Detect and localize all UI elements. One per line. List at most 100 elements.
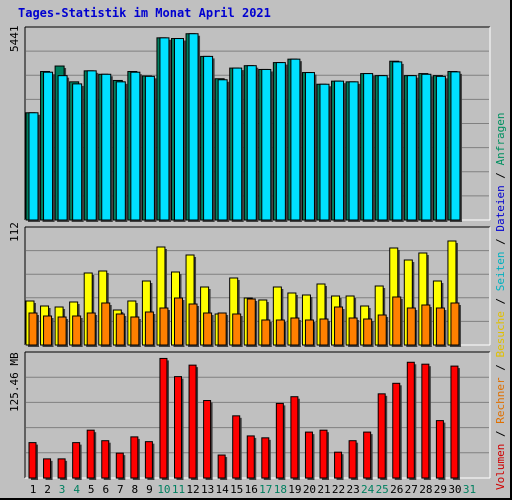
- day-label-7: 7: [117, 483, 124, 496]
- bar-seiten-9: [144, 311, 154, 346]
- bar-dateien-5: [86, 70, 97, 221]
- bar-dateien-26: [392, 61, 403, 221]
- bar-dateien-23: [348, 81, 359, 221]
- legend-item-2: Rechner: [494, 377, 507, 424]
- bar-dateien-28: [421, 73, 432, 221]
- bar-seiten-15: [232, 313, 242, 346]
- day-label-3: 3: [59, 483, 66, 496]
- day-label-26: 26: [390, 483, 403, 496]
- bar-dateien-18: [275, 62, 286, 221]
- bar-volumen-18: [275, 402, 284, 479]
- bar-dateien-30: [450, 71, 461, 221]
- bar-dateien-12: [188, 33, 199, 221]
- bar-volumen-21: [319, 429, 328, 479]
- day-label-16: 16: [245, 483, 258, 496]
- bar-seiten-8: [130, 316, 140, 346]
- legend-item-9: /: [494, 165, 507, 186]
- legend-item-0: Volumen: [494, 443, 507, 490]
- bar-dateien-9: [144, 75, 155, 221]
- bar-seiten-5: [86, 312, 96, 346]
- bar-dateien-29: [435, 75, 446, 221]
- bar-volumen-13: [203, 400, 212, 479]
- legend: Volumen / Rechner / Besuche / Seiten / D…: [494, 112, 507, 490]
- bar-volumen-20: [304, 431, 313, 479]
- bar-seiten-23: [348, 317, 358, 346]
- day-label-22: 22: [332, 483, 345, 496]
- legend-item-10: Anfragen: [494, 112, 507, 166]
- bar-dateien-15: [232, 67, 243, 221]
- bar-dateien-2: [43, 71, 54, 221]
- day-label-19: 19: [288, 483, 301, 496]
- legend-item-1: /: [494, 423, 507, 444]
- day-label-29: 29: [434, 483, 447, 496]
- bar-dateien-21: [319, 83, 330, 221]
- panel-top-scale-label: 5441: [8, 25, 21, 53]
- bar-seiten-18: [275, 319, 285, 346]
- day-label-30: 30: [448, 483, 461, 496]
- legend-item-8: Dateien: [494, 185, 507, 232]
- bar-volumen-12: [188, 364, 197, 479]
- bar-volumen-19: [290, 396, 299, 479]
- bar-seiten-1: [28, 312, 38, 346]
- bar-seiten-2: [43, 315, 53, 346]
- bar-dateien-10: [159, 37, 170, 221]
- bar-seiten-27: [406, 307, 416, 346]
- bar-volumen-29: [435, 420, 444, 479]
- bar-volumen-27: [406, 361, 415, 479]
- bar-seiten-7: [115, 313, 125, 346]
- bar-dateien-27: [406, 75, 417, 221]
- day-label-27: 27: [405, 483, 418, 496]
- day-label-11: 11: [172, 483, 185, 496]
- bar-volumen-30: [450, 365, 459, 479]
- bar-volumen-4: [72, 442, 81, 479]
- bar-seiten-30: [450, 302, 460, 346]
- bar-seiten-24: [363, 318, 373, 346]
- day-label-4: 4: [73, 483, 80, 496]
- bar-seiten-19: [290, 317, 300, 346]
- bar-seiten-10: [159, 307, 169, 346]
- panel-bottom-scale-label: 125.46 MB: [8, 352, 21, 412]
- bar-volumen-6: [101, 440, 110, 479]
- bar-dateien-8: [130, 71, 141, 221]
- bar-volumen-26: [392, 382, 401, 479]
- bar-dateien-16: [246, 65, 257, 221]
- bar-dateien-17: [261, 68, 272, 221]
- bar-seiten-21: [319, 318, 329, 346]
- bar-dateien-20: [304, 72, 315, 221]
- bar-volumen-2: [43, 458, 52, 479]
- bar-seiten-17: [261, 319, 271, 346]
- bar-seiten-25: [377, 314, 387, 346]
- day-label-20: 20: [303, 483, 316, 496]
- legend-item-5: /: [494, 291, 507, 312]
- bar-seiten-11: [174, 297, 183, 346]
- day-label-25: 25: [376, 483, 389, 496]
- bar-dateien-13: [203, 55, 214, 221]
- day-label-5: 5: [88, 483, 95, 496]
- day-label-9: 9: [146, 483, 153, 496]
- bar-volumen-8: [130, 436, 139, 479]
- bar-dateien-7: [115, 81, 126, 221]
- bar-volumen-9: [144, 441, 153, 479]
- chart-title: Tages-Statistik im Monat April 2021: [18, 6, 271, 20]
- legend-item-3: /: [494, 357, 507, 378]
- bar-dateien-24: [363, 73, 374, 221]
- bar-volumen-7: [115, 452, 124, 479]
- bar-volumen-23: [348, 440, 357, 479]
- bar-seiten-16: [246, 298, 256, 346]
- day-label-6: 6: [102, 483, 109, 496]
- bar-volumen-3: [57, 458, 66, 479]
- bar-seiten-28: [421, 304, 431, 346]
- bar-dateien-19: [290, 58, 301, 221]
- bar-dateien-11: [174, 38, 184, 221]
- day-label-1: 1: [30, 483, 37, 496]
- bar-volumen-24: [363, 431, 372, 479]
- bar-volumen-10: [159, 357, 168, 479]
- bar-volumen-16: [246, 435, 255, 479]
- bar-seiten-13: [203, 312, 213, 346]
- bar-seiten-22: [334, 306, 344, 346]
- panel-middle-scale-label: 112: [8, 222, 21, 242]
- bar-dateien-25: [377, 75, 388, 221]
- bar-volumen-22: [334, 451, 343, 479]
- bar-seiten-29: [435, 307, 445, 346]
